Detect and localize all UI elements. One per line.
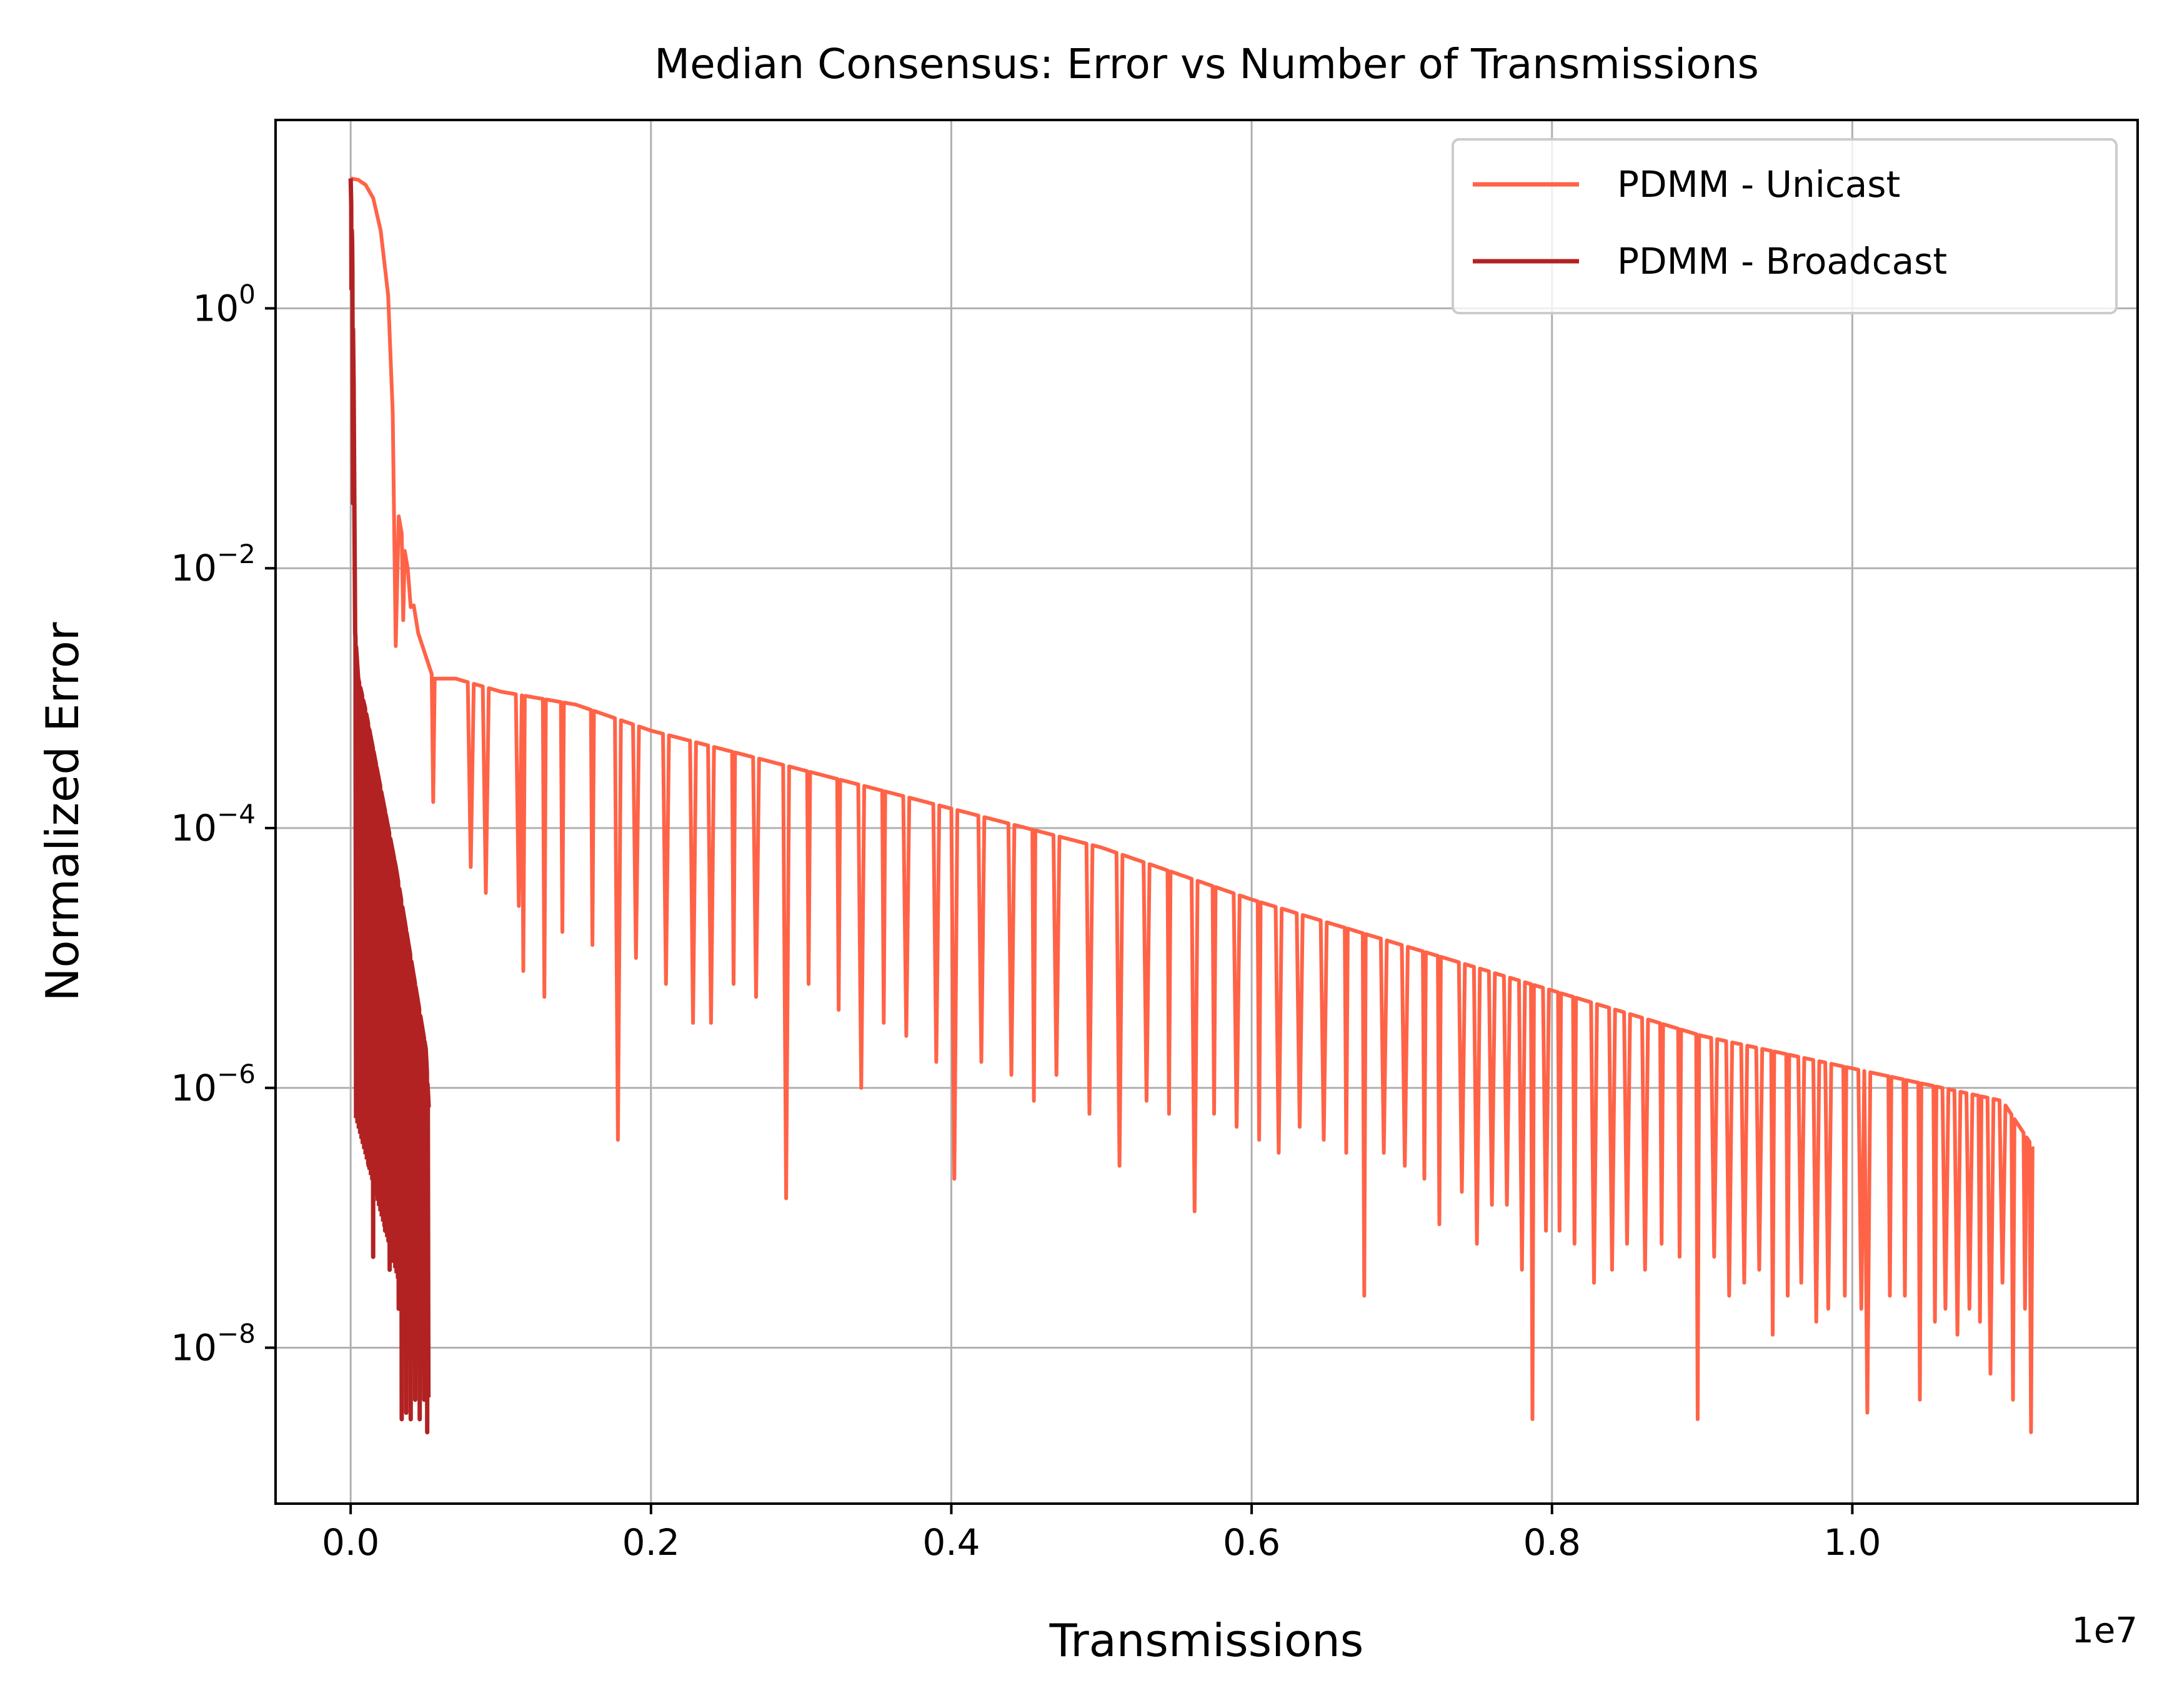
legend: PDMM - Unicast PDMM - Broadcast bbox=[1452, 138, 2118, 314]
x-tick-label: 1.0 bbox=[1823, 1521, 1881, 1564]
x-offset-label: 1e7 bbox=[2071, 1611, 2138, 1651]
y-tick-label: 100 bbox=[192, 279, 256, 329]
y-tick-label: 10−6 bbox=[171, 1059, 256, 1109]
chart-title: Median Consensus: Error vs Number of Tra… bbox=[654, 40, 1759, 88]
y-tick-label: 10−8 bbox=[171, 1319, 256, 1369]
x-tick-label: 0.2 bbox=[622, 1521, 680, 1564]
x-tick-label: 0.0 bbox=[322, 1521, 379, 1564]
x-tick-label: 0.8 bbox=[1523, 1521, 1581, 1564]
x-axis: 0.0 0.2 0.4 0.6 0.8 1.0 bbox=[322, 1504, 1881, 1564]
x-tick-label: 0.6 bbox=[1223, 1521, 1280, 1564]
y-axis-label: Normalized Error bbox=[36, 622, 89, 1001]
series-line-unicast bbox=[350, 176, 2035, 1434]
legend-box bbox=[1452, 138, 2118, 314]
plot-frame bbox=[274, 119, 2139, 1505]
y-axis: 100 10−2 10−4 10−6 10−8 bbox=[171, 279, 276, 1369]
legend-label-unicast: PDMM - Unicast bbox=[1617, 163, 1900, 206]
x-tick-label: 0.4 bbox=[922, 1521, 980, 1564]
y-tick-label: 10−2 bbox=[171, 539, 256, 589]
series-band-broadcast bbox=[353, 633, 431, 1398]
legend-label-broadcast: PDMM - Broadcast bbox=[1617, 240, 1947, 282]
series-layer bbox=[348, 176, 2035, 1435]
y-tick-label: 10−4 bbox=[171, 799, 256, 849]
x-axis-label: Transmissions bbox=[1049, 1614, 1364, 1667]
